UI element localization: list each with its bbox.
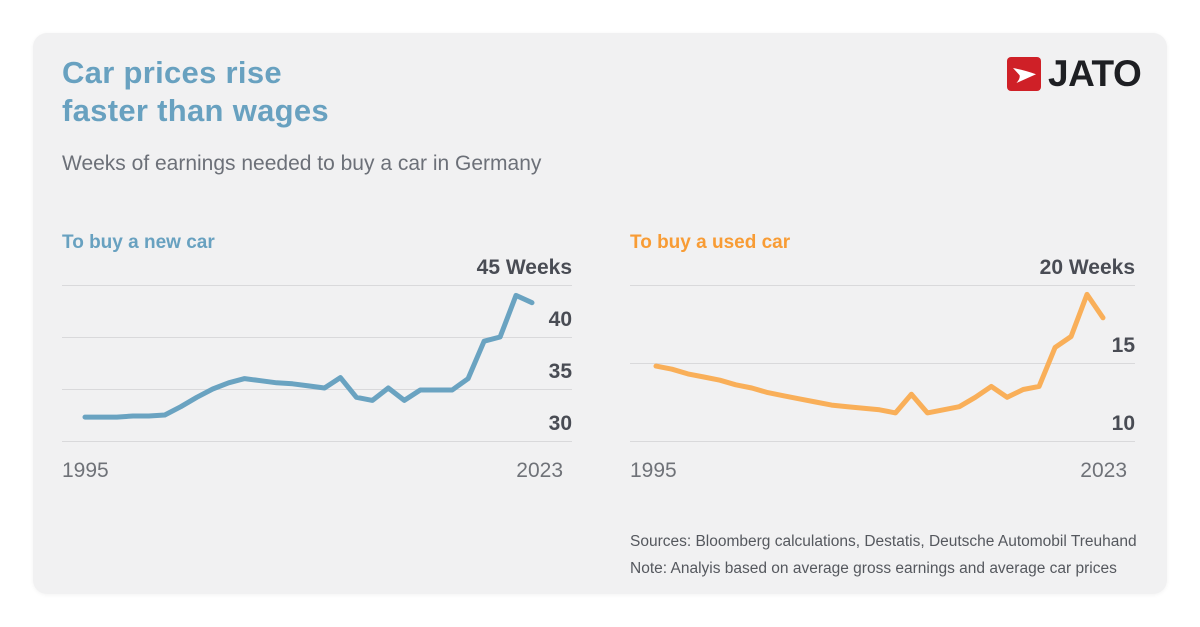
gridline	[630, 285, 1135, 286]
logo-text: JATO	[1048, 53, 1142, 94]
x-axis-used-car: 1995 2023	[630, 459, 1135, 483]
gridline	[630, 441, 1135, 442]
chart-label-used-car: To buy a used car	[630, 232, 791, 253]
page-title-line2: faster than wages	[62, 93, 329, 128]
footer: Sources: Bloomberg calculations, Destati…	[630, 528, 1137, 582]
y-tick-label: 15	[1111, 334, 1135, 357]
y-tick-label: 20 Weeks	[1039, 256, 1135, 279]
gridline	[62, 337, 572, 338]
y-tick-label: 30	[548, 412, 572, 435]
y-tick-label: 40	[548, 308, 572, 331]
x-axis-label-end: 2023	[516, 459, 563, 482]
chart-panel-used-car: To buy a used car 20 Weeks 15 10 1995 2023	[630, 228, 1135, 488]
x-axis-new-car: 1995 2023	[62, 459, 572, 483]
chart-panel-new-car: To buy a new car 45 Weeks 40 35 30 1995 202…	[62, 228, 572, 488]
y-tick-label: 35	[548, 360, 572, 383]
gridline	[62, 441, 572, 442]
line-series	[653, 291, 1106, 416]
line-series-svg	[653, 291, 1106, 416]
plot-area-used-car: 20 Weeks 15 10	[630, 257, 1135, 463]
jato-logo-icon	[1007, 57, 1041, 91]
gridline	[62, 285, 572, 286]
page-title-line1: Car prices rise	[62, 55, 282, 90]
x-axis-label-end: 2023	[1080, 459, 1127, 482]
chart-label-new-car: To buy a new car	[62, 232, 215, 253]
x-axis-label-start: 1995	[630, 459, 677, 482]
footer-note: Note: Analyis based on average gross ear…	[630, 560, 1117, 577]
jato-logo: JATO	[1007, 53, 1142, 95]
gridline	[630, 363, 1135, 364]
plot-area-new-car: 45 Weeks 40 35 30	[62, 257, 572, 463]
line-series	[82, 292, 535, 420]
page-title: Car prices rise faster than wages	[62, 54, 329, 130]
y-tick-label: 10	[1111, 412, 1135, 435]
page-subtitle: Weeks of earnings needed to buy a car in…	[62, 152, 542, 175]
line-series-svg	[82, 292, 535, 420]
footer-sources: Sources: Bloomberg calculations, Destati…	[630, 533, 1137, 550]
y-tick-label: 45 Weeks	[476, 256, 572, 279]
x-axis-label-start: 1995	[62, 459, 109, 482]
logo-bird-icon	[1013, 68, 1036, 83]
infographic-card: Car prices rise faster than wages Weeks …	[33, 33, 1167, 594]
